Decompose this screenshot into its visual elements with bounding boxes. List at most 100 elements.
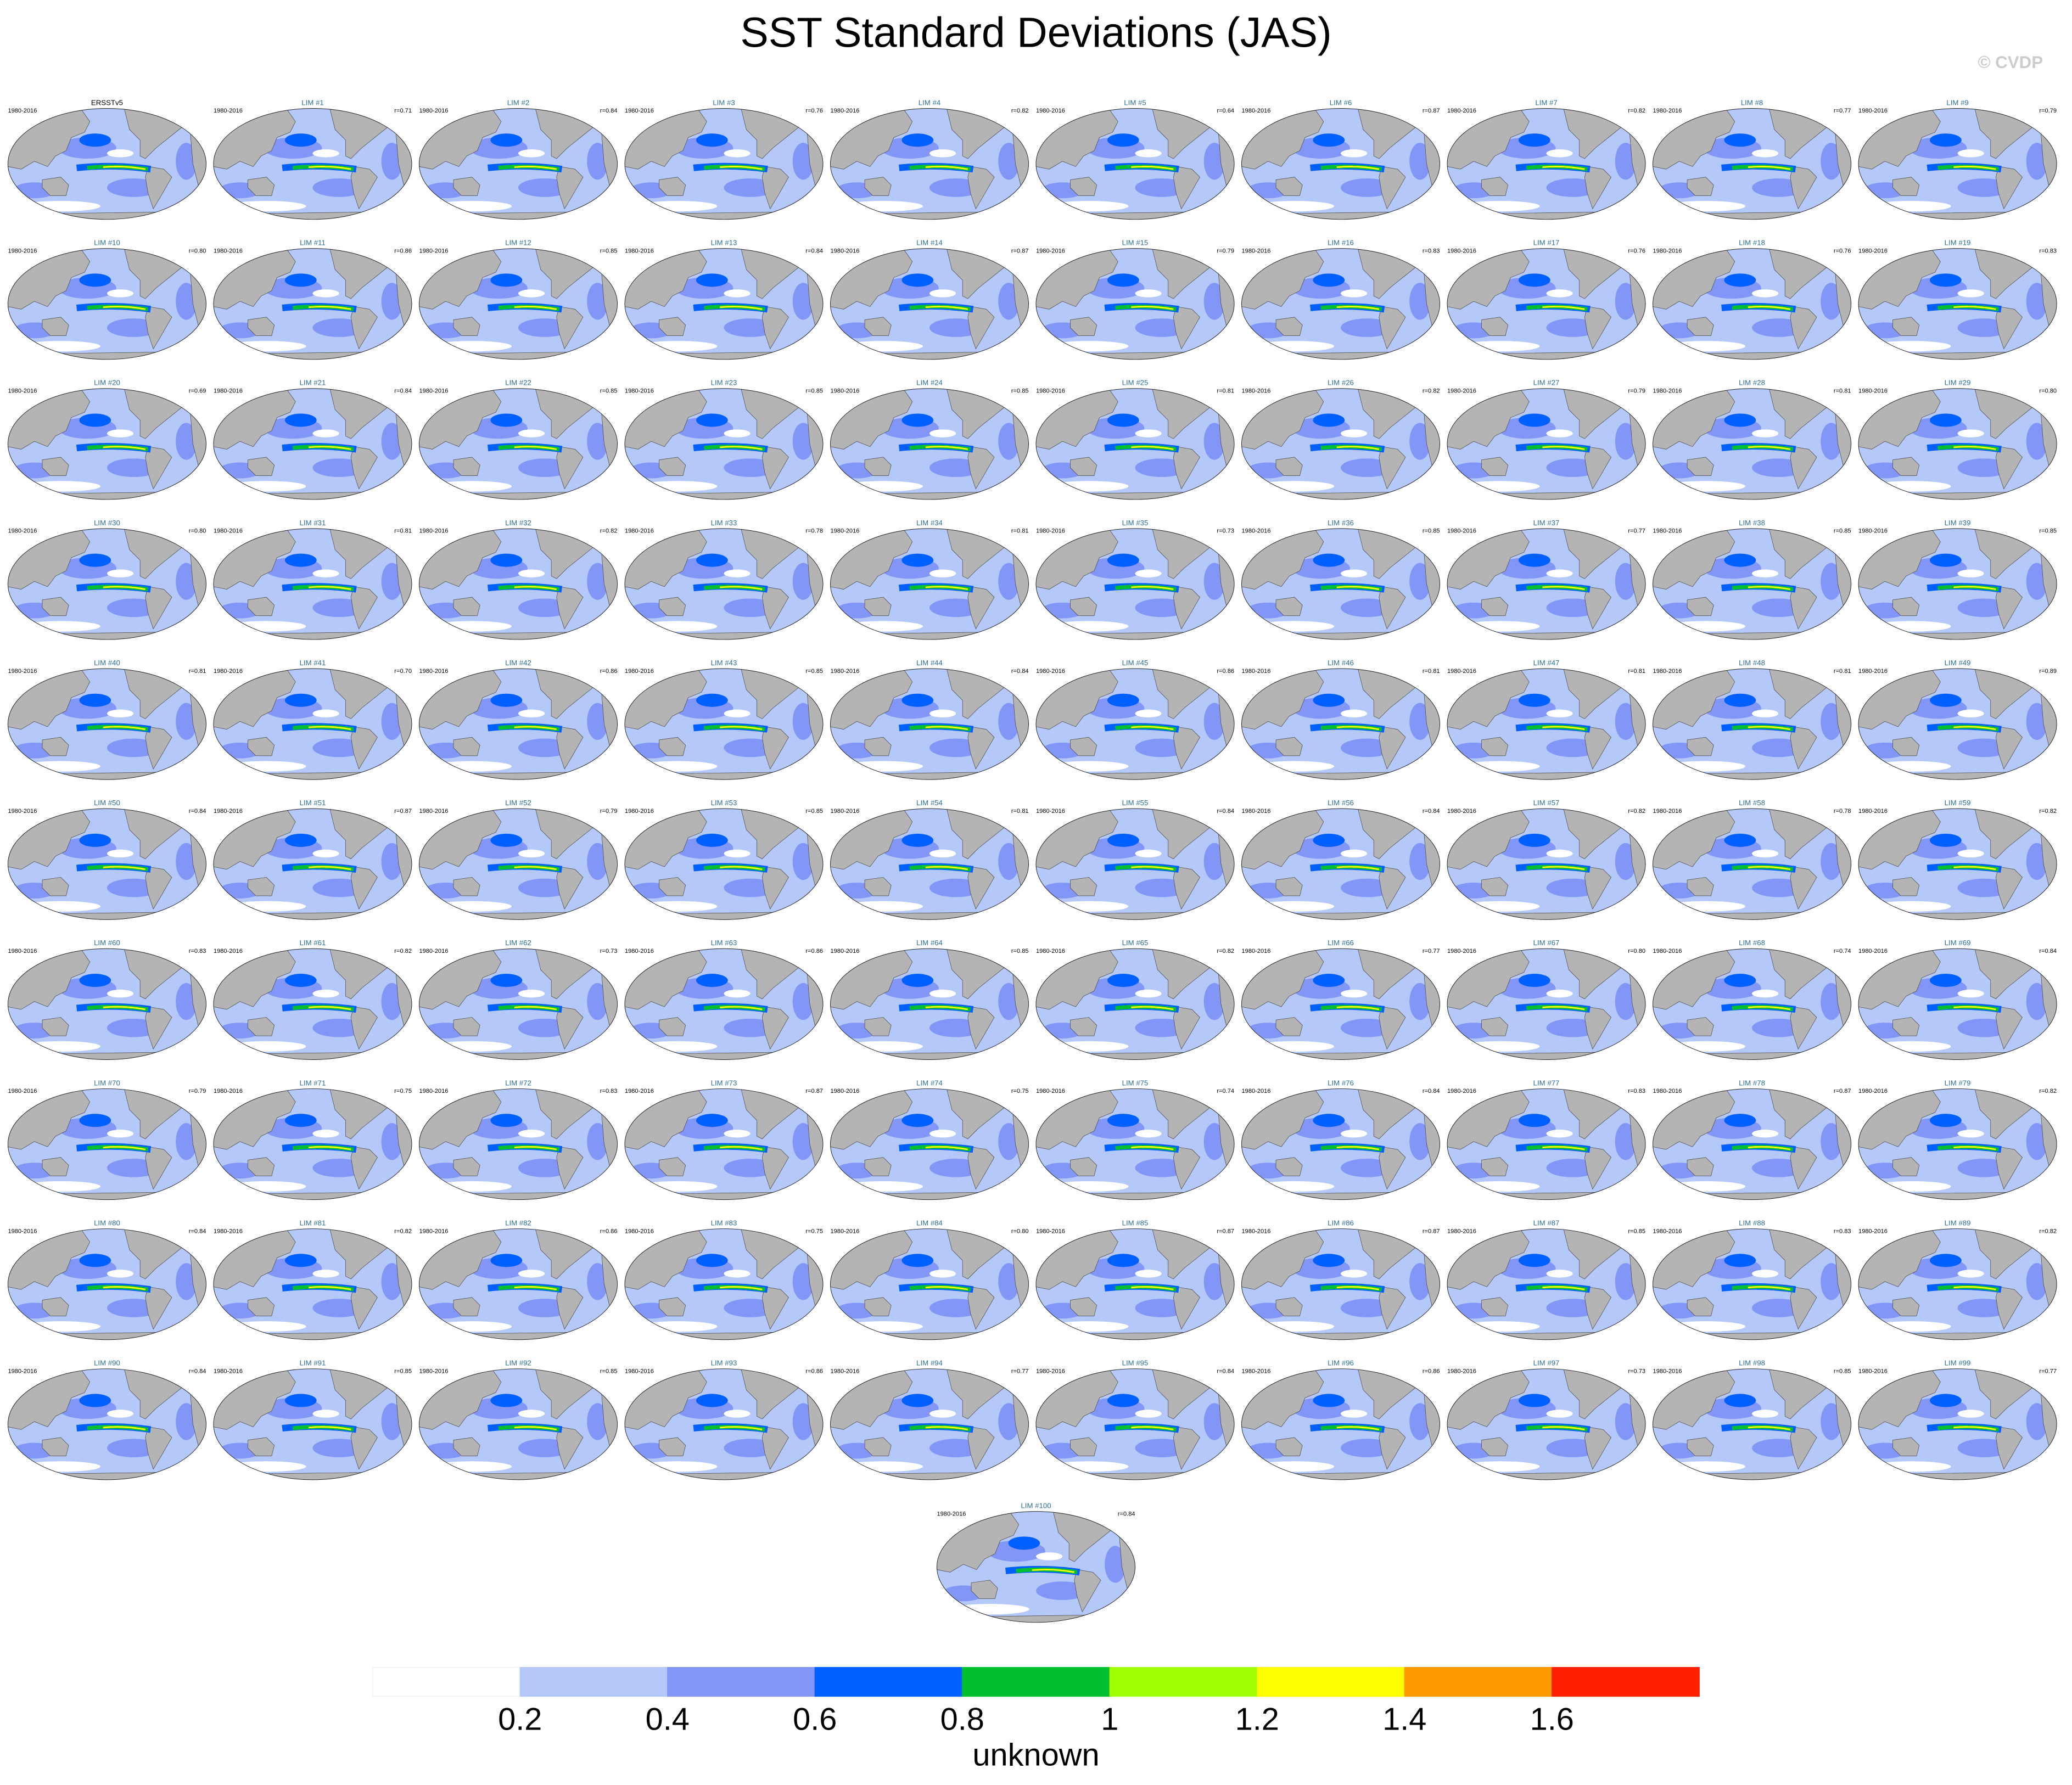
- map-panel: 1980-2016 LIM #34 r=0.81: [830, 519, 1028, 642]
- panel-r: r=0.70: [394, 668, 412, 675]
- panel-period: 1980-2016: [1447, 948, 1476, 955]
- panel-r: r=0.83: [1628, 1088, 1645, 1094]
- map: [1858, 948, 2057, 1062]
- colorbar-tick-label: 1.4: [1382, 1702, 1426, 1737]
- map: [1242, 249, 1440, 362]
- map-panel: 1980-2016 LIM #65 r=0.82: [1036, 939, 1234, 1062]
- panel-period: 1980-2016: [8, 668, 37, 675]
- map-panel: 1980-2016 LIM #35 r=0.73: [1036, 519, 1234, 642]
- map-panel: 1980-2016 LIM #43 r=0.85: [625, 659, 823, 782]
- map-panel: 1980-2016 LIM #55 r=0.84: [1036, 799, 1234, 922]
- map: [1653, 529, 1851, 642]
- panel-period: 1980-2016: [1653, 528, 1682, 535]
- map-image: [214, 249, 412, 362]
- map-image: [1242, 1369, 1440, 1483]
- panel-name: LIM #97: [1533, 1359, 1560, 1367]
- panel-period: 1980-2016: [1036, 108, 1065, 114]
- panel-r: r=0.84: [1011, 668, 1029, 675]
- panel-name: LIM #63: [711, 939, 737, 947]
- panel-period: 1980-2016: [1242, 1088, 1271, 1094]
- map-image: [830, 389, 1028, 502]
- map-image: [1036, 389, 1234, 502]
- map: [214, 529, 412, 642]
- panel-name: LIM #81: [300, 1219, 326, 1227]
- panel-period: 1980-2016: [1447, 808, 1476, 815]
- panel-period: 1980-2016: [1447, 528, 1476, 535]
- map-panel: 1980-2016 LIM #52 r=0.79: [419, 799, 617, 922]
- map-image: [1447, 1229, 1645, 1343]
- panel-r: r=0.73: [600, 948, 618, 955]
- colorbar-box: [1109, 1667, 1258, 1697]
- map: [1653, 948, 1851, 1062]
- map: [8, 809, 206, 922]
- panel-r: r=0.79: [1217, 248, 1234, 254]
- panel-r: r=0.83: [1423, 248, 1440, 254]
- map-image: [830, 109, 1028, 222]
- map: [214, 1369, 412, 1483]
- panel-name: LIM #84: [916, 1219, 943, 1227]
- panel-name: LIM #31: [300, 519, 326, 527]
- map: [830, 1369, 1028, 1483]
- map: [419, 109, 617, 222]
- map: [8, 249, 206, 362]
- panel-period: 1980-2016: [214, 948, 243, 955]
- map: [1447, 109, 1645, 222]
- map: [1447, 1229, 1645, 1343]
- map: [937, 1512, 1135, 1625]
- map: [1653, 1369, 1851, 1483]
- panel-period: 1980-2016: [1242, 808, 1271, 815]
- panel-period: 1980-2016: [419, 248, 448, 254]
- panel-r: r=0.77: [1628, 528, 1645, 535]
- panel-r: r=0.80: [189, 528, 206, 535]
- map-panel: 1980-2016 LIM #50 r=0.84: [8, 799, 206, 922]
- panel-period: 1980-2016: [214, 1228, 243, 1234]
- panel-name: LIM #59: [1945, 799, 1971, 807]
- panel-r: r=0.84: [189, 1228, 206, 1234]
- panel-name: LIM #57: [1533, 799, 1560, 807]
- map: [419, 809, 617, 922]
- colorbar-tick-label: 0.2: [498, 1702, 542, 1737]
- map-panel: 1980-2016 LIM #39 r=0.85: [1858, 519, 2057, 642]
- panel-r: r=0.76: [1834, 248, 1851, 254]
- map: [214, 948, 412, 1062]
- colorbar-box: [1257, 1667, 1405, 1697]
- map-panel: 1980-2016 LIM #7 r=0.82: [1447, 98, 1645, 222]
- map-image: [214, 948, 412, 1062]
- colorbar-label: unknown: [972, 1738, 1099, 1773]
- panel-r: r=0.85: [1834, 528, 1851, 535]
- map-panel: 1980-2016 LIM #93 r=0.86: [625, 1359, 823, 1483]
- panel-r: r=0.87: [1834, 1088, 1851, 1094]
- panel-r: r=0.81: [189, 668, 206, 675]
- panel-r: r=0.69: [189, 388, 206, 395]
- map-panel: 1980-2016 LIM #33 r=0.78: [625, 519, 823, 642]
- map: [1858, 249, 2057, 362]
- panel-r: r=0.82: [2039, 808, 2057, 815]
- map-panel: 1980-2016 LIM #67 r=0.80: [1447, 939, 1645, 1062]
- map-panel: 1980-2016 LIM #59 r=0.82: [1858, 799, 2057, 922]
- map-image: [419, 249, 617, 362]
- panel-period: 1980-2016: [830, 948, 859, 955]
- panel-period: 1980-2016: [830, 528, 859, 535]
- map-image: [419, 529, 617, 642]
- map-panel: 1980-2016 LIM #22 r=0.85: [419, 379, 617, 502]
- panel-r: r=0.84: [189, 808, 206, 815]
- panel-r: r=0.79: [600, 808, 618, 815]
- panel-period: 1980-2016: [1036, 808, 1065, 815]
- panel-period: 1980-2016: [8, 808, 37, 815]
- panel-name: LIM #91: [300, 1359, 326, 1367]
- panel-period: 1980-2016: [8, 388, 37, 395]
- panel-r: r=0.86: [1217, 668, 1234, 675]
- panel-period: 1980-2016: [1653, 388, 1682, 395]
- map: [1242, 1088, 1440, 1202]
- map: [1858, 389, 2057, 502]
- colorbar-tick-label: 0.4: [646, 1702, 690, 1737]
- credit: © CVDP: [1978, 53, 2043, 72]
- panel-r: r=0.80: [2039, 388, 2057, 395]
- panel-name: LIM #78: [1739, 1079, 1765, 1087]
- map: [1447, 529, 1645, 642]
- panel-period: 1980-2016: [1447, 1368, 1476, 1374]
- map-panel: 1980-2016 LIM #26 r=0.82: [1242, 379, 1440, 502]
- colorbar-box: [962, 1667, 1110, 1697]
- panel-r: r=0.82: [1628, 808, 1645, 815]
- map: [1036, 1369, 1234, 1483]
